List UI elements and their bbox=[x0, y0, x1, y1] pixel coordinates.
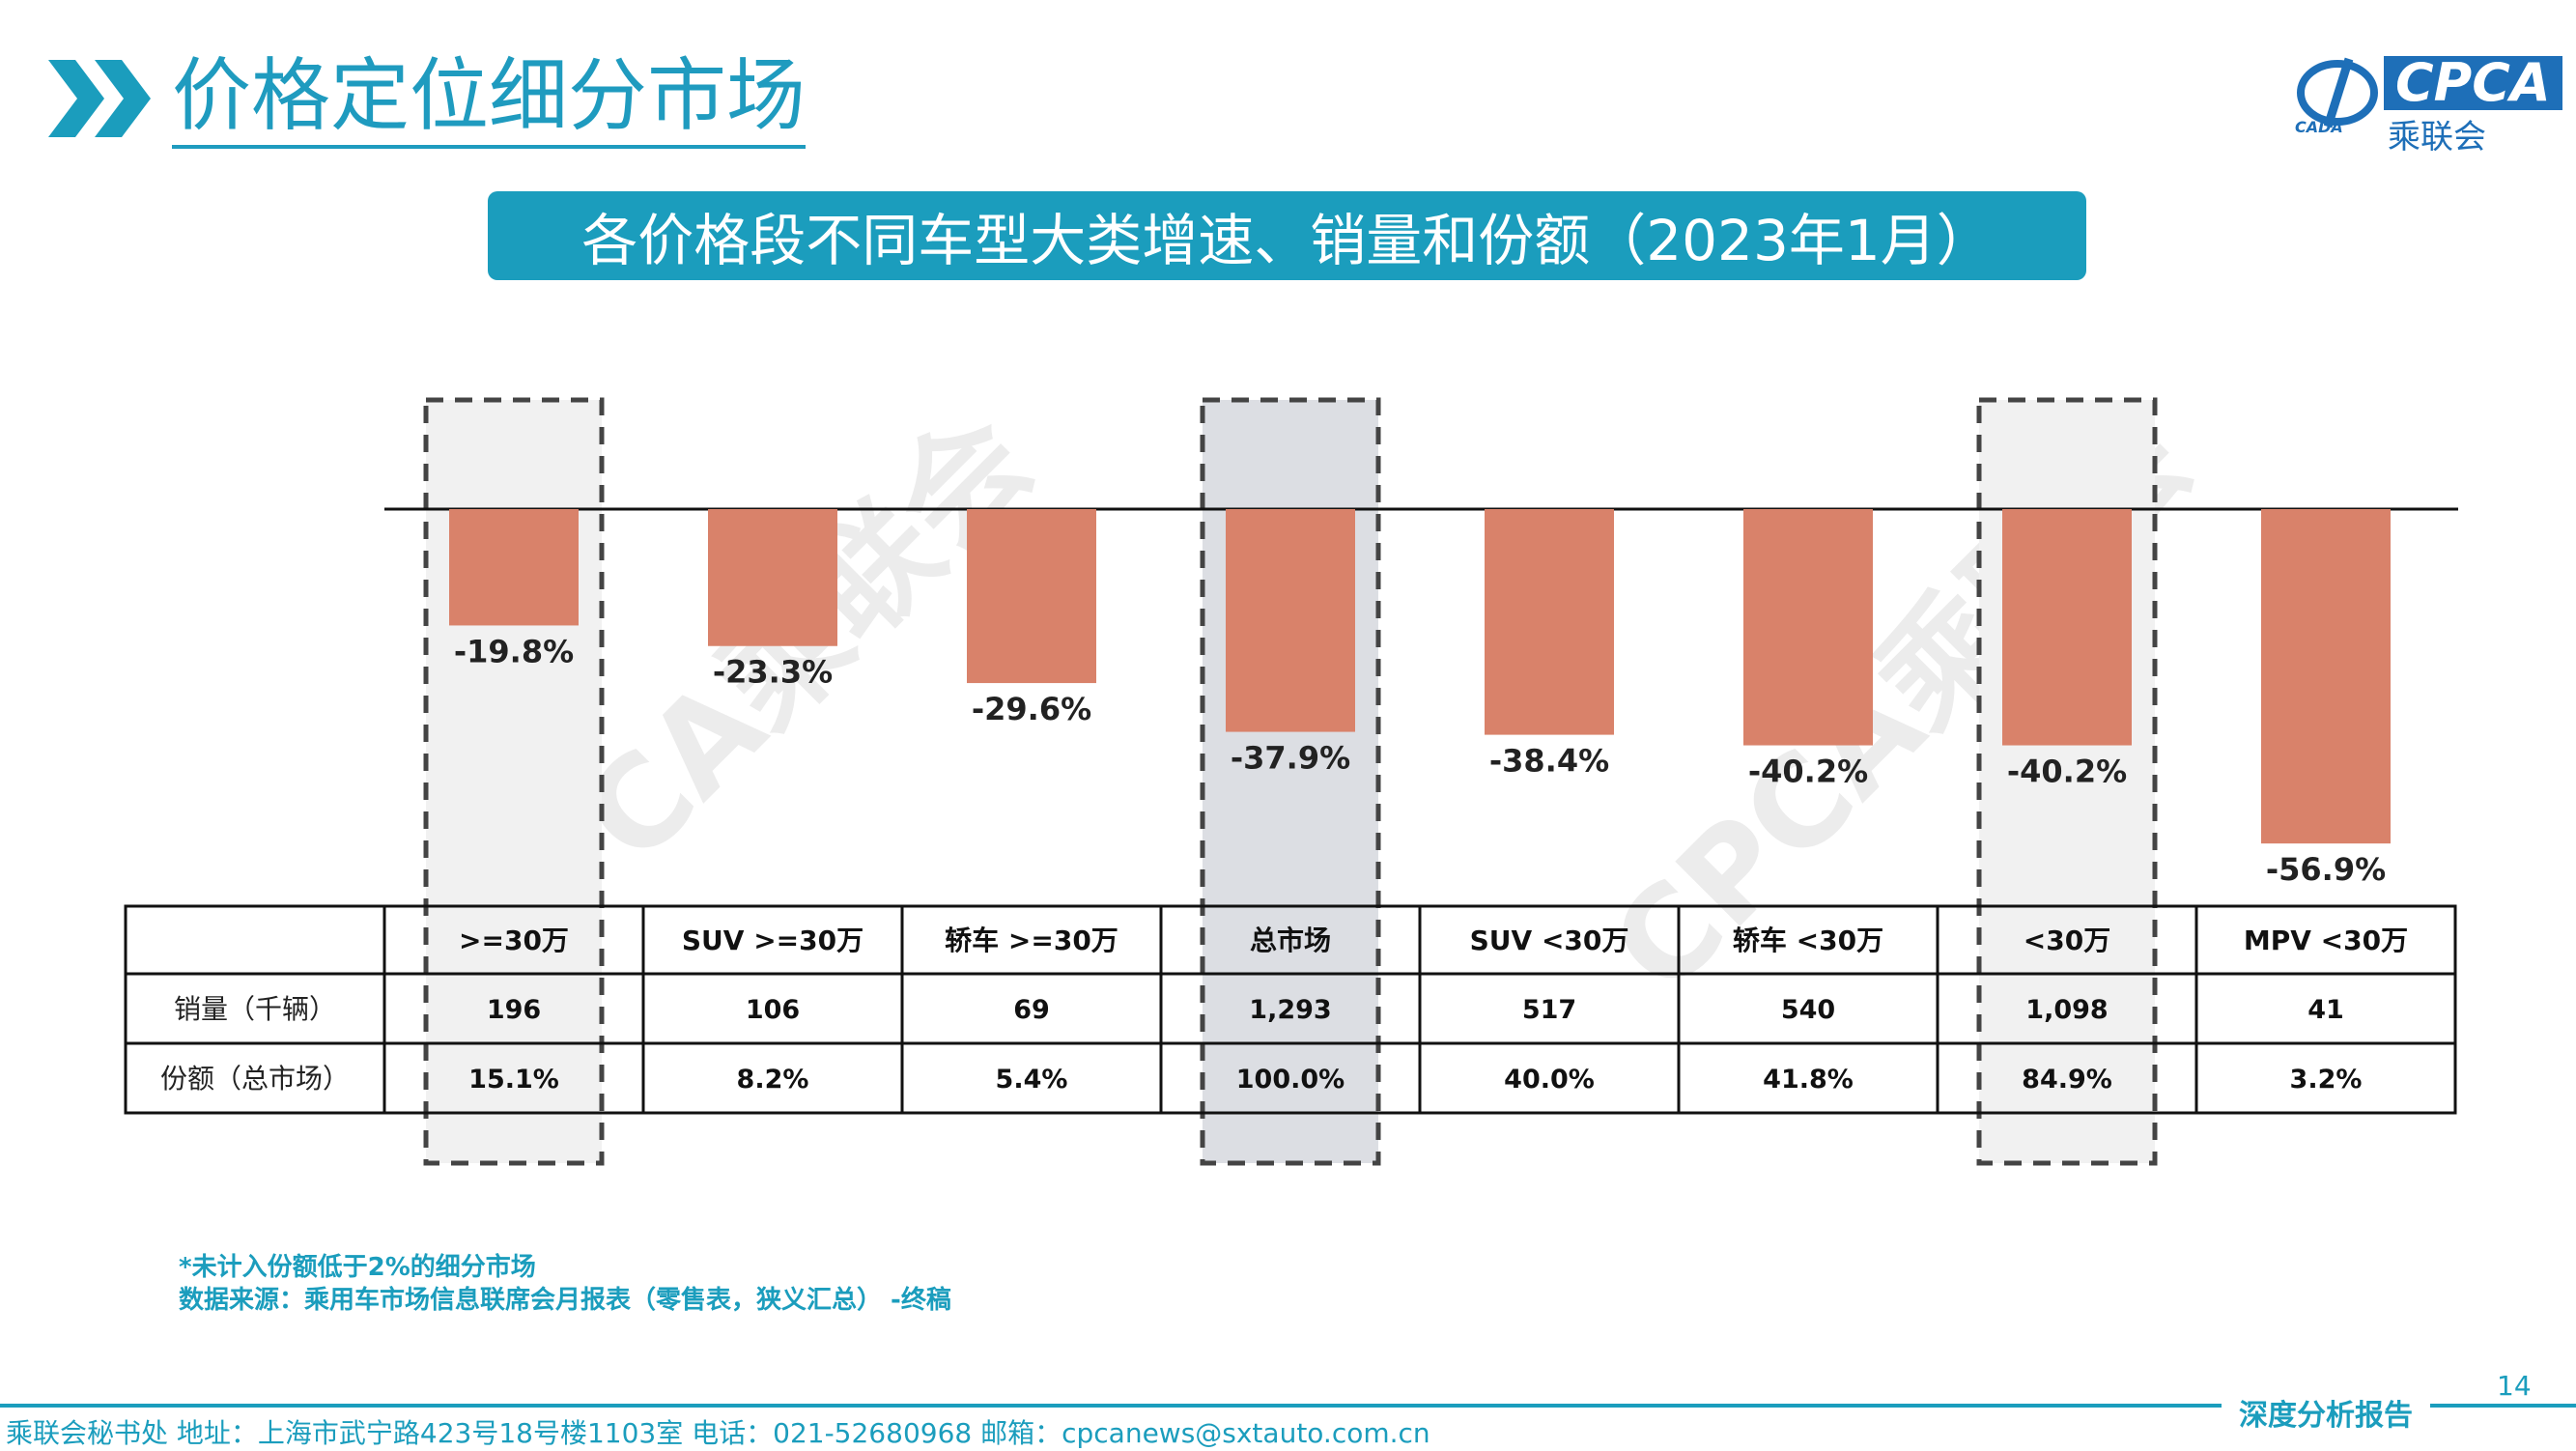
data-label: -19.8% bbox=[454, 633, 574, 669]
logo-small-text: CADA bbox=[2295, 118, 2343, 136]
footer-contact: 乘联会秘书处 地址：上海市武宁路423号18号楼1103室 电话：021-526… bbox=[6, 1417, 1430, 1449]
table-cell: 1,098 bbox=[2025, 995, 2108, 1025]
table-cell: 41.8% bbox=[1763, 1065, 1854, 1095]
table-row-label: 销量（千辆） bbox=[174, 993, 336, 1025]
table-cell: 8.2% bbox=[737, 1065, 809, 1095]
note-line: *未计入份额低于2%的细分市场 bbox=[179, 1253, 536, 1282]
note-line: 数据来源：乘用车市场信息联席会月报表（零售表，狭义汇总） -终稿 bbox=[179, 1286, 951, 1315]
logo-subtext: 乘联会 bbox=[2388, 118, 2486, 156]
bar bbox=[1485, 509, 1614, 735]
table-cell: 540 bbox=[1781, 995, 1835, 1025]
bar bbox=[708, 509, 837, 646]
chart-subtitle-banner: 各价格段不同车型大类增速、销量和份额（2023年1月） bbox=[488, 191, 2086, 280]
logo-text: CPCA bbox=[2384, 56, 2562, 110]
table-cell: 41 bbox=[2307, 995, 2344, 1025]
table-cell: 40.0% bbox=[1504, 1065, 1595, 1095]
bar bbox=[449, 509, 579, 626]
data-label: -23.3% bbox=[713, 654, 833, 691]
tick-label: SUV >=30万 bbox=[682, 925, 863, 956]
table-cell: 5.4% bbox=[996, 1065, 1068, 1095]
data-label: -37.9% bbox=[1231, 740, 1350, 777]
tick-label: 轿车 <30万 bbox=[1733, 925, 1883, 956]
chart-subtitle: 各价格段不同车型大类增速、销量和份额（2023年1月） bbox=[581, 208, 1993, 273]
chart-notes: *未计入份额低于2%的细分市场 数据来源：乘用车市场信息联席会月报表（零售表，狭… bbox=[179, 1251, 951, 1317]
data-label: -38.4% bbox=[1489, 743, 1609, 780]
table-cell: 517 bbox=[1522, 995, 1576, 1025]
data-label: -56.9% bbox=[2266, 851, 2386, 888]
footer-divider bbox=[0, 1404, 2576, 1408]
table-cell: 100.0% bbox=[1236, 1065, 1345, 1095]
table-cell: 15.1% bbox=[468, 1065, 559, 1095]
data-label: -40.2% bbox=[2007, 754, 2127, 790]
tick-label: SUV <30万 bbox=[1470, 925, 1629, 956]
page-number: 14 bbox=[2497, 1370, 2532, 1402]
tick-label: MPV <30万 bbox=[2244, 925, 2408, 956]
table-cell: 69 bbox=[1013, 995, 1050, 1025]
tick-label: <30万 bbox=[2024, 925, 2110, 956]
bar bbox=[967, 509, 1096, 684]
bar bbox=[1226, 509, 1355, 732]
table-cell: 106 bbox=[746, 995, 800, 1025]
footer-tag: 深度分析报告 bbox=[2222, 1391, 2430, 1434]
bar bbox=[2002, 509, 2132, 746]
logo-emblem-icon bbox=[2297, 57, 2378, 128]
page-title: 价格定位细分市场 bbox=[172, 48, 807, 149]
cpca-logo: CPCA 乘联会 CADA bbox=[2279, 48, 2562, 156]
bar-chart: CPCA乘联会 CPCA乘联会-19.8%-23.3%-29.6%-37.9% -3… bbox=[124, 386, 2458, 1166]
table-cell: 3.2% bbox=[2290, 1065, 2363, 1095]
tick-label: >=30万 bbox=[459, 925, 569, 956]
table-cell: 84.9% bbox=[2022, 1065, 2112, 1095]
tick-label: 轿车 >=30万 bbox=[945, 925, 1118, 956]
table-cell: 196 bbox=[487, 995, 541, 1025]
bar bbox=[2261, 509, 2391, 844]
chevron-right-icon bbox=[48, 60, 151, 137]
table-cell: 1,293 bbox=[1249, 995, 1331, 1025]
table-row-label: 份额（总市场） bbox=[160, 1063, 350, 1095]
data-label: -29.6% bbox=[972, 691, 1091, 727]
data-label: -40.2% bbox=[1748, 754, 1868, 790]
bar bbox=[1743, 509, 1873, 746]
tick-label: 总市场 bbox=[1250, 925, 1331, 956]
